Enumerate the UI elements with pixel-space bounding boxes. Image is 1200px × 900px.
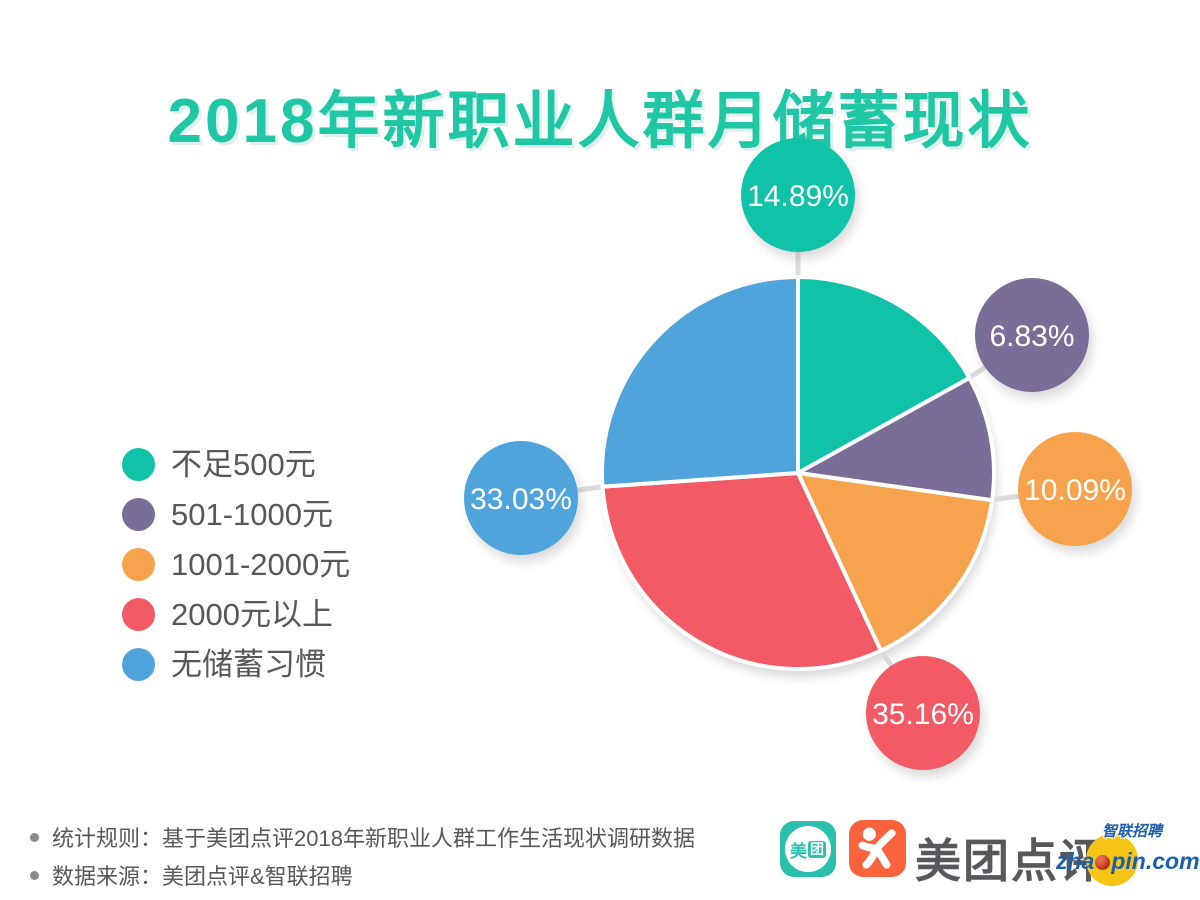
zhaopin-text-post: pin.com xyxy=(1111,848,1200,874)
value-bubble-label: 10.09% xyxy=(1024,474,1126,507)
meituan-dianping-wordmark: 美团点评 xyxy=(915,835,1107,887)
footnote-statistics-rule: 统计规则：基于美团点评2018年新职业人群工作生活现状调研数据 xyxy=(30,822,695,852)
meituan-icon-disc: 美 团 xyxy=(785,826,831,872)
value-bubble-0 xyxy=(741,138,855,252)
bullet-icon xyxy=(30,832,39,842)
dianping-dancer-icon xyxy=(858,827,896,869)
meituan-app-icon: 美 团 xyxy=(780,821,836,877)
value-bubble-label: 14.89% xyxy=(747,180,849,213)
footnotes: 统计规则：基于美团点评2018年新职业人群工作生活现状调研数据 数据来源：美团点… xyxy=(30,822,695,898)
footnote-text: 数据来源：美团点评&智联招聘 xyxy=(52,864,353,889)
dianping-app-icon xyxy=(849,820,906,877)
meituan-icon-char: 团 xyxy=(808,840,826,858)
pie-slice-3 xyxy=(600,471,883,671)
legend-dot-purple xyxy=(122,498,155,531)
legend-dot-orange xyxy=(122,548,155,581)
value-bubble-2 xyxy=(1018,432,1132,546)
footnote-text: 统计规则：基于美团点评2018年新职业人群工作生活现状调研数据 xyxy=(52,826,695,851)
legend-dot-red xyxy=(122,598,155,631)
value-bubble-label: 6.83% xyxy=(989,320,1074,353)
legend-label: 501-1000元 xyxy=(171,497,334,532)
footnote-data-source: 数据来源：美团点评&智联招聘 xyxy=(30,860,695,890)
zhaopin-red-ball-icon xyxy=(1095,855,1111,870)
brand-logos: 美 团 美团点评 智联招聘 zha pin.com xyxy=(778,812,1200,892)
legend-dot-blue xyxy=(122,648,155,681)
bullet-icon xyxy=(30,870,39,880)
meituan-icon-char: 美 xyxy=(790,841,807,861)
pie-slice-0 xyxy=(796,275,972,475)
legend-item-over-2000: 2000元以上 xyxy=(122,598,350,631)
value-bubble-label: 35.16% xyxy=(872,698,974,731)
zhaopin-cn-text: 智联招聘 xyxy=(1102,823,1163,840)
value-bubble-label: 33.03% xyxy=(470,483,572,516)
zhaopin-text-pre: zha xyxy=(1056,848,1095,874)
legend-item-501-1000: 501-1000元 xyxy=(122,498,350,531)
legend-label: 1001-2000元 xyxy=(171,547,351,582)
pie-slice-1 xyxy=(796,375,996,503)
zhaopin-wordmark: zha pin.com xyxy=(1056,848,1200,875)
zhaopin-logo: 智联招聘 zha pin.com xyxy=(1050,812,1200,892)
zhaopin-yellow-circle-icon xyxy=(1086,834,1138,886)
value-bubble-4 xyxy=(464,441,578,555)
legend-item-no-savings: 无储蓄习惯 xyxy=(122,648,350,681)
pie-slice-4 xyxy=(600,275,800,489)
legend-label: 不足500元 xyxy=(171,447,316,482)
legend-item-1001-2000: 1001-2000元 xyxy=(122,548,350,581)
legend-label: 2000元以上 xyxy=(171,597,333,632)
pie-slice-2 xyxy=(796,471,995,653)
legend-dot-teal xyxy=(122,448,155,481)
page-title: 2018年新职业人群月储蓄现状 xyxy=(167,86,1033,156)
legend-label: 无储蓄习惯 xyxy=(171,647,326,682)
legend-item-under-500: 不足500元 xyxy=(122,448,350,481)
value-bubble-1 xyxy=(975,278,1089,392)
legend: 不足500元 501-1000元 1001-2000元 2000元以上 无储蓄习… xyxy=(122,448,350,698)
value-bubble-3 xyxy=(866,656,980,770)
